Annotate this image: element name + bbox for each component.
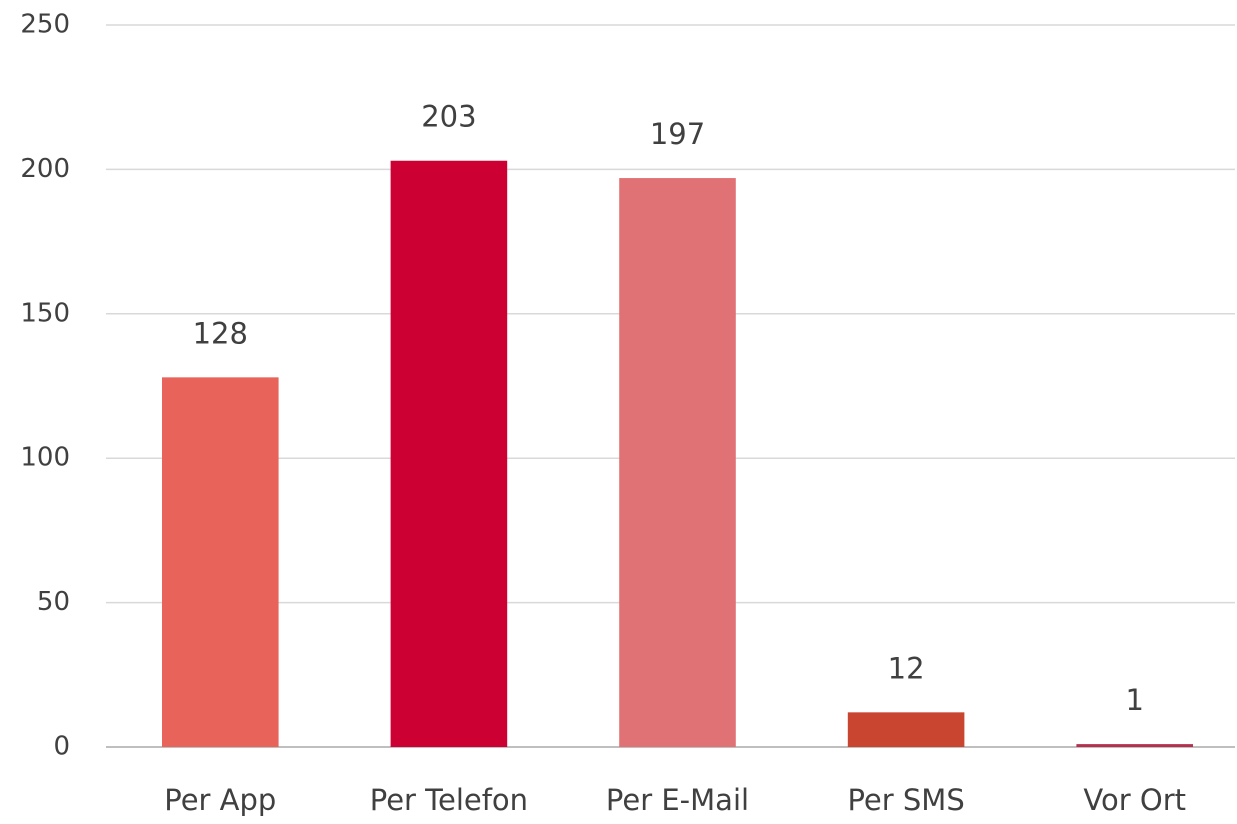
y-tick-label: 50 — [37, 587, 70, 617]
data-label: 128 — [193, 316, 248, 350]
x-tick-label: Per Telefon — [370, 783, 528, 817]
y-tick-label: 150 — [20, 298, 70, 328]
data-label: 1 — [1125, 683, 1143, 717]
x-tick-label: Per SMS — [847, 783, 964, 817]
y-tick-label: 250 — [20, 10, 70, 40]
bar — [1076, 744, 1193, 747]
x-tick-label: Per E-Mail — [606, 783, 749, 817]
bar — [847, 712, 965, 747]
bar — [619, 178, 736, 748]
x-tick-label: Per App — [164, 783, 276, 817]
y-tick-label: 0 — [53, 732, 70, 762]
data-label: 197 — [650, 117, 705, 151]
x-tick-label: Vor Ort — [1083, 783, 1186, 817]
bar — [390, 160, 508, 748]
data-label: 12 — [888, 651, 925, 685]
y-tick-label: 100 — [20, 443, 70, 473]
data-label: 203 — [421, 100, 476, 134]
y-tick-label: 200 — [20, 154, 70, 184]
bar — [162, 377, 279, 747]
